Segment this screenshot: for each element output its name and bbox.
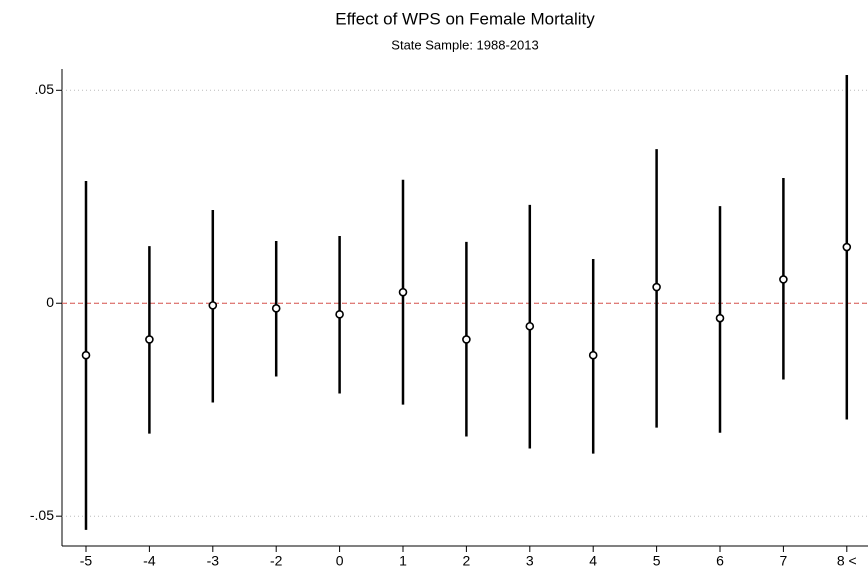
chart-title: Effect of WPS on Female Mortality — [335, 9, 595, 28]
x-tick-label: 0 — [336, 553, 344, 569]
x-tick-label: -5 — [80, 553, 93, 569]
point — [145, 335, 154, 344]
chart-subtitle: State Sample: 1988-2013 — [391, 37, 538, 52]
y-tick-label: .05 — [35, 81, 55, 97]
y-tick-label: -.05 — [30, 507, 54, 523]
point — [588, 350, 598, 360]
point — [652, 282, 661, 292]
point — [715, 313, 725, 323]
point — [462, 335, 471, 344]
point — [271, 304, 281, 313]
x-tick-label: 5 — [653, 553, 661, 569]
x-tick-label: 1 — [399, 553, 407, 569]
x-tick-label: 3 — [526, 553, 534, 569]
point — [842, 242, 852, 252]
x-tick-label: 4 — [589, 553, 597, 569]
y-tick-label: 0 — [46, 294, 54, 310]
point — [779, 275, 788, 284]
point — [208, 301, 218, 310]
x-tick-label: 7 — [780, 553, 788, 569]
point — [81, 350, 91, 360]
x-tick-label: -4 — [143, 553, 156, 569]
x-tick-label: 2 — [463, 553, 471, 569]
point — [525, 321, 535, 331]
x-tick-label: 6 — [716, 553, 724, 569]
point — [335, 310, 344, 319]
x-tick-label: 8 < — [837, 553, 857, 569]
x-tick-label: -2 — [270, 553, 283, 569]
point — [398, 287, 408, 297]
x-tick-label: -3 — [207, 553, 220, 569]
